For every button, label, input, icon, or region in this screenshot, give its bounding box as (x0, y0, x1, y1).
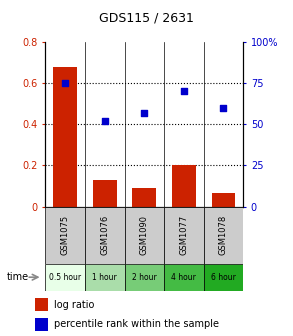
Text: time: time (6, 272, 29, 282)
Point (103, 118, 107, 124)
Bar (132, 188, 156, 207)
Bar (204, 264, 243, 291)
Text: log ratio: log ratio (54, 299, 95, 309)
Bar (85, 264, 125, 291)
Text: percentile rank within the sample: percentile rank within the sample (54, 319, 219, 329)
Bar (212, 193, 235, 207)
Point (142, 110, 147, 116)
Text: GSM1078: GSM1078 (219, 215, 228, 255)
Bar (204, 207, 243, 264)
Text: GSM1090: GSM1090 (140, 215, 149, 255)
Text: GSM1076: GSM1076 (100, 215, 109, 255)
Bar (164, 207, 204, 264)
Text: 4 hour: 4 hour (171, 273, 196, 282)
Text: GSM1075: GSM1075 (61, 215, 70, 255)
Text: 1 hour: 1 hour (92, 273, 117, 282)
Bar (164, 264, 204, 291)
Point (182, 89, 186, 94)
Bar (125, 264, 164, 291)
Bar (172, 166, 196, 207)
Bar (35, 318, 48, 331)
Text: 2 hour: 2 hour (132, 273, 157, 282)
Bar (85, 207, 125, 264)
Bar (35, 298, 48, 311)
Bar (93, 180, 117, 207)
Bar (45, 264, 85, 291)
Bar (45, 207, 85, 264)
Point (221, 105, 226, 111)
Bar (53, 67, 77, 207)
Text: GDS115 / 2631: GDS115 / 2631 (99, 12, 194, 25)
Text: 0.5 hour: 0.5 hour (49, 273, 81, 282)
Text: GSM1077: GSM1077 (179, 215, 188, 255)
Text: 6 hour: 6 hour (211, 273, 236, 282)
Bar (125, 207, 164, 264)
Point (63, 81, 68, 86)
